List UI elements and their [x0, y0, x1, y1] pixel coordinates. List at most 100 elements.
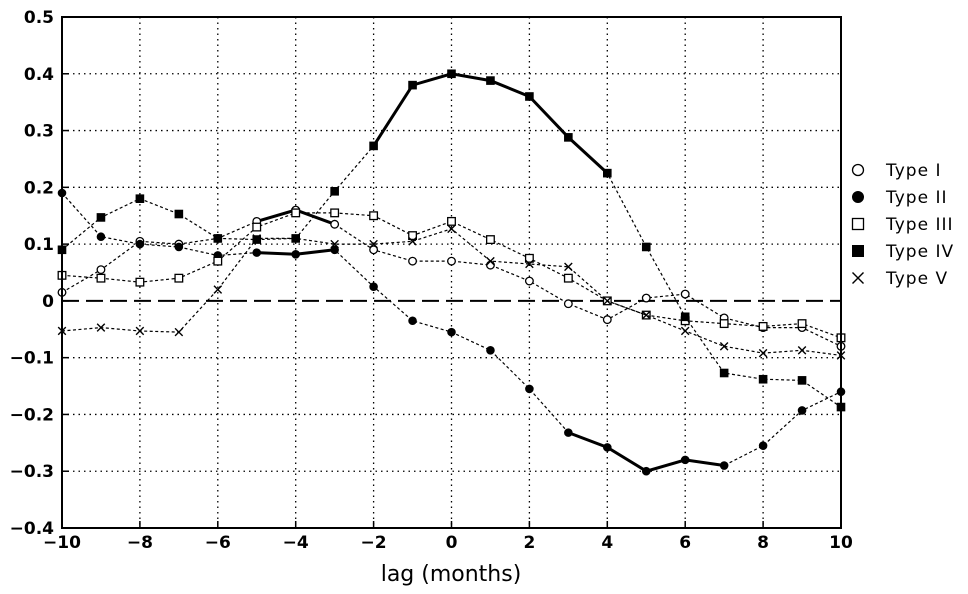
y-tick-label: −0.3 — [10, 462, 54, 482]
data-point — [563, 299, 573, 309]
data-point-stroke — [174, 327, 184, 337]
x-tick-label: 10 — [829, 533, 853, 553]
legend-marker-stroke — [852, 272, 864, 284]
data-point-stroke — [680, 326, 690, 336]
y-tick-label: 0 — [42, 292, 54, 312]
data-point — [797, 345, 807, 355]
data-point — [758, 441, 768, 450]
data-point — [797, 406, 807, 415]
data-point — [719, 342, 729, 351]
legend-marker — [851, 163, 865, 177]
data-point — [447, 327, 456, 337]
data-point — [758, 321, 768, 331]
data-point — [369, 211, 379, 221]
data-point-stroke — [408, 236, 417, 246]
data-point-stroke — [252, 234, 262, 243]
data-point — [291, 208, 301, 218]
x-tick-label: −2 — [361, 533, 387, 553]
data-point — [174, 242, 184, 252]
data-point — [408, 256, 417, 266]
data-point — [486, 76, 495, 85]
data-point — [213, 285, 223, 294]
data-point-stroke — [603, 296, 612, 306]
data-point — [486, 260, 495, 270]
data-point — [603, 296, 612, 306]
data-point — [96, 213, 106, 222]
data-point-stroke — [564, 262, 573, 272]
data-point — [525, 384, 534, 394]
data-point — [213, 256, 223, 266]
data-point — [524, 253, 534, 263]
x-tick-label: −8 — [127, 533, 153, 553]
data-point-stroke — [447, 224, 456, 234]
y-tick-label: −0.4 — [10, 519, 55, 539]
series-4 — [57, 69, 846, 412]
data-point — [135, 194, 145, 203]
data-point — [252, 248, 262, 257]
y-tick-label: −0.2 — [10, 405, 54, 425]
legend-item: Type IV — [852, 242, 953, 262]
data-point — [408, 236, 417, 246]
data-point — [447, 256, 456, 266]
data-point — [797, 376, 807, 385]
data-point-stroke — [213, 285, 223, 294]
data-point-stroke — [719, 342, 729, 351]
x-tick-label: 0 — [446, 533, 458, 553]
legend-item: Type III — [851, 215, 954, 235]
data-point — [641, 242, 651, 252]
data-point-stroke — [525, 259, 534, 269]
legend-item: Type II — [852, 188, 946, 208]
data-point — [330, 239, 339, 249]
y-tick-label: 0.2 — [24, 178, 54, 198]
data-point — [719, 368, 729, 378]
legend-item: Type I — [851, 161, 940, 181]
data-point — [252, 234, 262, 243]
data-point — [680, 289, 690, 299]
legend-marker — [851, 217, 865, 231]
data-point-stroke — [641, 310, 651, 320]
legend-item: Type V — [852, 269, 948, 289]
series-2 — [57, 188, 846, 476]
data-point — [641, 293, 651, 303]
data-point — [174, 209, 184, 219]
data-point — [564, 133, 573, 142]
data-point — [252, 222, 262, 232]
legend: Type I Type II Type III Type IV Type V — [851, 161, 954, 289]
data-point — [564, 262, 573, 272]
data-point — [447, 216, 456, 226]
legend-label: Type V — [885, 269, 948, 289]
data-point — [174, 327, 184, 337]
plot-frame — [61, 16, 842, 529]
legend-label: Type III — [885, 215, 954, 235]
data-point — [96, 323, 106, 332]
data-point — [485, 235, 495, 245]
data-point — [680, 312, 690, 322]
data-point — [408, 316, 417, 326]
data-point — [330, 208, 340, 218]
data-point-stroke — [96, 323, 106, 332]
x-tick-label: −4 — [283, 533, 309, 553]
data-point — [525, 259, 534, 269]
data-point — [408, 80, 417, 90]
data-point — [369, 282, 378, 291]
data-point — [719, 461, 729, 470]
data-point — [135, 239, 145, 249]
y-tick-label: 0.1 — [24, 235, 54, 255]
data-point-stroke — [291, 234, 300, 243]
data-point — [486, 345, 495, 355]
x-tick-label: 2 — [523, 533, 535, 553]
x-tick-label: −6 — [205, 533, 231, 553]
data-point — [563, 273, 573, 283]
data-point — [603, 168, 612, 178]
legend-marker — [852, 245, 864, 257]
data-point — [447, 69, 456, 79]
data-point — [797, 319, 807, 329]
y-tick-label: 0.3 — [24, 122, 54, 142]
grid-layer — [62, 17, 841, 528]
y-tick-label: −0.1 — [10, 349, 54, 369]
data-point — [174, 273, 184, 283]
x-tick-label: 4 — [601, 533, 613, 553]
data-point-stroke — [486, 256, 495, 266]
